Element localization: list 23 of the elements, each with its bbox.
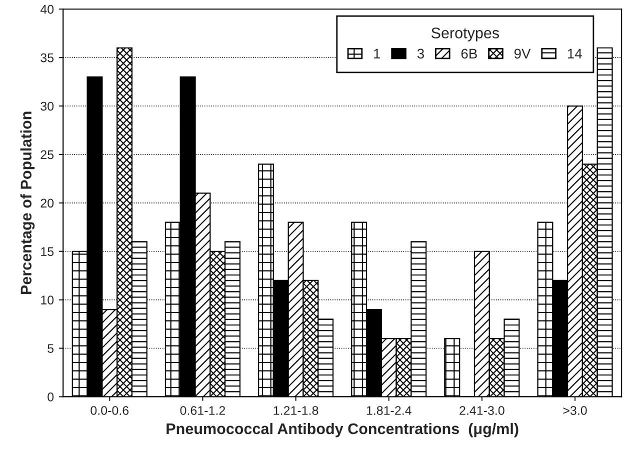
legend-label: 3 (417, 48, 424, 59)
x-tick-label: 1.81-2.4 (366, 406, 412, 415)
x-axis-title: Pneumococcal Antibody Concentrations (μg/ml) (166, 422, 518, 438)
legend-label: 14 (568, 48, 582, 58)
y-tick-label: 15 (41, 247, 54, 256)
y-tick-label: 30 (40, 102, 54, 111)
y-tick-label: 10 (41, 296, 54, 304)
legend-label: 9V (514, 48, 531, 59)
legend-label: 1 (374, 48, 380, 58)
y-tick-label: 40 (40, 4, 54, 14)
y-tick-label: 0 (48, 392, 54, 402)
x-tick-label: 0.0-0.6 (90, 406, 129, 415)
x-tick-label: 0.61-1.2 (180, 406, 226, 415)
y-tick-label: 25 (40, 150, 54, 160)
x-tick-label: >3.0 (563, 406, 587, 415)
y-tick-label: 5 (48, 344, 54, 353)
x-tick-label: 1.21-1.8 (274, 406, 318, 415)
y-tick-label: 20 (40, 198, 54, 208)
x-tick-label: 2.41-3.0 (460, 406, 504, 415)
legend-label: 6B (461, 48, 477, 59)
y-tick-label: 35 (40, 53, 54, 62)
y-axis-title: Percentage of Population (20, 112, 35, 294)
legend-title: Serotypes (431, 28, 500, 42)
